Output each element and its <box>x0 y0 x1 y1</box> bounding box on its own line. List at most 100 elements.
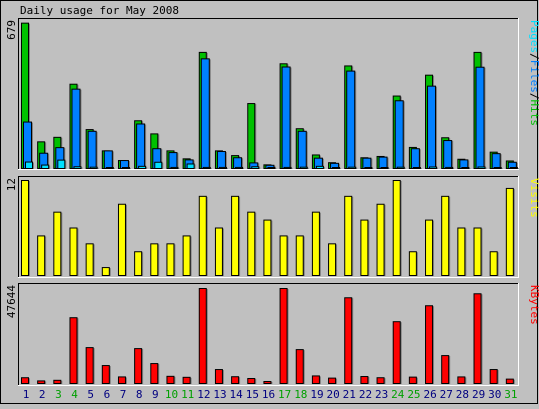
legend-word: KBytes <box>528 285 539 325</box>
files-bar <box>87 130 97 169</box>
visits-bar <box>505 187 514 277</box>
pages-bar <box>138 165 147 169</box>
pages-bar <box>509 167 518 169</box>
files-bar <box>443 140 453 170</box>
pages-bar <box>267 167 276 169</box>
kbytes-bar <box>392 321 401 384</box>
x-tick-label: 4 <box>71 388 78 401</box>
kbytes-bar <box>166 375 175 384</box>
pages-bar <box>251 166 260 169</box>
kbytes-bar <box>21 377 29 384</box>
kbytes-bar <box>311 375 320 385</box>
visits-bar <box>376 203 385 276</box>
visits-bar <box>53 211 62 277</box>
kbytes-bar <box>214 369 223 385</box>
visits-bar <box>166 243 175 276</box>
legend-word: Files <box>528 60 539 93</box>
pages-bar <box>315 165 324 169</box>
kbytes-bar <box>53 379 62 384</box>
pages-bar <box>218 166 227 170</box>
visits-bar <box>279 235 288 277</box>
files-bar <box>103 150 113 170</box>
visits-bar <box>441 195 450 276</box>
pages-bar <box>332 167 341 169</box>
files-bar <box>233 157 243 170</box>
visits-bar <box>37 235 46 277</box>
visits-bar <box>182 235 191 277</box>
pages-bar <box>477 166 486 169</box>
kbytes-bar <box>231 376 240 384</box>
x-tick-label: 7 <box>120 388 127 401</box>
files-bar <box>297 130 307 169</box>
visits-bar <box>457 227 466 276</box>
pages-bar <box>202 166 211 170</box>
x-tick-label: 9 <box>152 388 159 401</box>
chart-title: Daily usage for May 2008 <box>20 4 179 17</box>
pages-bar <box>89 166 98 170</box>
x-tick-label: 6 <box>104 388 111 401</box>
pages-bar <box>348 166 357 170</box>
x-tick-label: 1 <box>23 388 30 401</box>
pages-bar <box>429 166 438 169</box>
files-bar <box>475 66 485 169</box>
files-bar <box>136 123 146 169</box>
x-tick-label: 31 <box>504 388 517 401</box>
kbytes-bar <box>376 377 385 384</box>
files-bar <box>346 70 356 169</box>
files-bar <box>491 153 501 170</box>
visits-bar <box>117 203 126 276</box>
kbytes-bar <box>150 363 159 385</box>
kbytes-bar <box>489 369 498 385</box>
x-tick-label: 17 <box>278 388 291 401</box>
kbytes-bar <box>263 381 272 384</box>
pages-bar <box>412 167 421 169</box>
pages-bar <box>299 166 308 170</box>
kbytes-bar <box>473 293 482 384</box>
kbytes-bar <box>247 378 256 384</box>
kbytes-bar <box>457 376 466 385</box>
pages-bar <box>57 159 66 169</box>
files-bar <box>281 66 291 169</box>
x-tick-label: 25 <box>407 388 420 401</box>
x-tick-label: 26 <box>423 388 436 401</box>
pages-bar <box>461 167 470 169</box>
x-tick-label: 12 <box>197 388 210 401</box>
kbytes-bar <box>134 348 143 384</box>
x-tick-label: 23 <box>375 388 388 401</box>
x-tick-label: 20 <box>327 388 340 401</box>
x-tick-label: 15 <box>246 388 259 401</box>
visits-bar <box>392 180 401 276</box>
visits-bar <box>489 251 498 276</box>
files-bar <box>378 156 388 170</box>
kbytes-bar <box>198 288 207 384</box>
visits-bar <box>263 219 272 276</box>
visits-bar <box>311 211 320 277</box>
kbytes-bar <box>37 380 46 385</box>
y-max-label: 12 <box>5 178 18 191</box>
kbytes-bar <box>328 377 337 385</box>
visits-bar <box>408 251 417 276</box>
x-tick-label: 19 <box>310 388 323 401</box>
visits-bar <box>150 243 159 276</box>
x-tick-label: 28 <box>456 388 469 401</box>
legend-separator: / <box>528 93 539 100</box>
visits-bar <box>344 195 353 276</box>
visits-bar <box>231 195 240 276</box>
chart-marks: 6791247644Pages/Files/HitsVisitsKBytes12… <box>5 20 539 401</box>
pages-bar <box>445 166 454 170</box>
y-max-label: 679 <box>5 20 18 40</box>
visits-bar <box>21 180 29 276</box>
kbytes-bar <box>85 347 94 384</box>
kbytes-bar <box>279 288 288 384</box>
files-bar <box>427 85 437 169</box>
pages-bar <box>396 166 405 170</box>
visits-bar <box>247 211 256 277</box>
visits-bar <box>425 219 434 276</box>
visits-bar <box>101 267 110 277</box>
kbytes-bar <box>505 378 514 385</box>
visits-bar <box>69 227 78 276</box>
x-tick-label: 14 <box>230 388 244 401</box>
pages-bar <box>105 167 114 169</box>
